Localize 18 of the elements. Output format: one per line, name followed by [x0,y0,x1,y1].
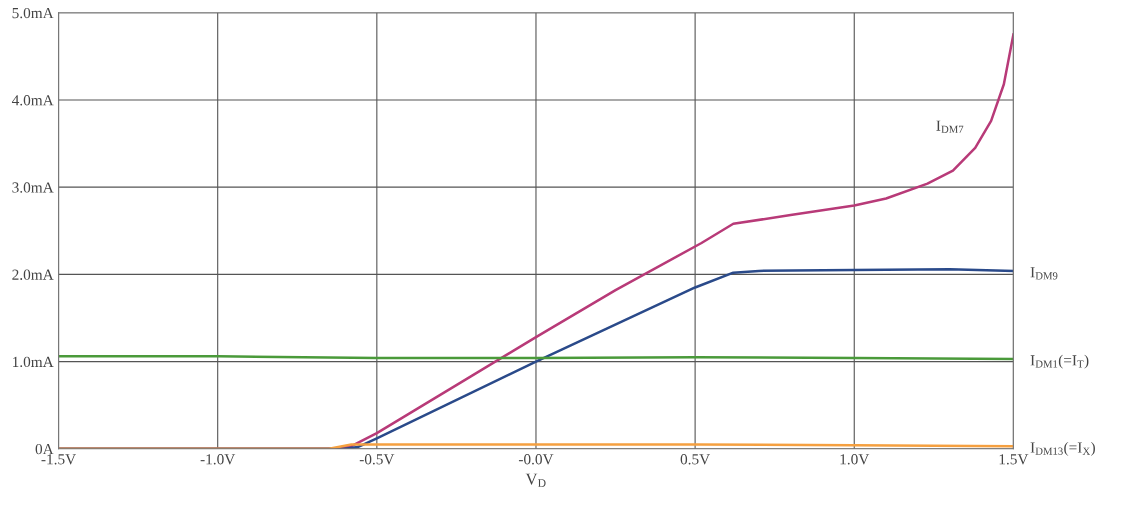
y-tick-label: 5.0mA [12,7,54,19]
series-label: I$_{DM7}$ [936,120,964,133]
y-tick-label: 3.0mA [12,182,54,193]
y-tick-label: 4.0mA [11,95,54,106]
x-tick-label: 1.5V [999,454,1029,465]
series-label: I$_{DM1}$(=I$_{T}$) [1030,354,1089,369]
x-tick-label: 1.0V [840,454,870,465]
x-tick-label: -0.0V [518,454,554,465]
y-tick-label: 1.0mA [13,356,54,368]
series-label: I$_{DM9}$ [1030,267,1058,280]
x-tick-label: -1.0V [200,454,236,465]
y-tick-label: 2.0mA [12,269,54,280]
x-tick-label: 0.5V [680,454,711,465]
x-axis-title: V$_{D}$ [525,473,546,487]
x-tick-label: -0.5V [359,454,395,465]
x-tick-label: -1.5V [41,454,76,465]
y-tick-label: 0A [35,443,54,455]
series-label: I$_{DM13}$(=I$_{X}$) [1030,441,1095,456]
